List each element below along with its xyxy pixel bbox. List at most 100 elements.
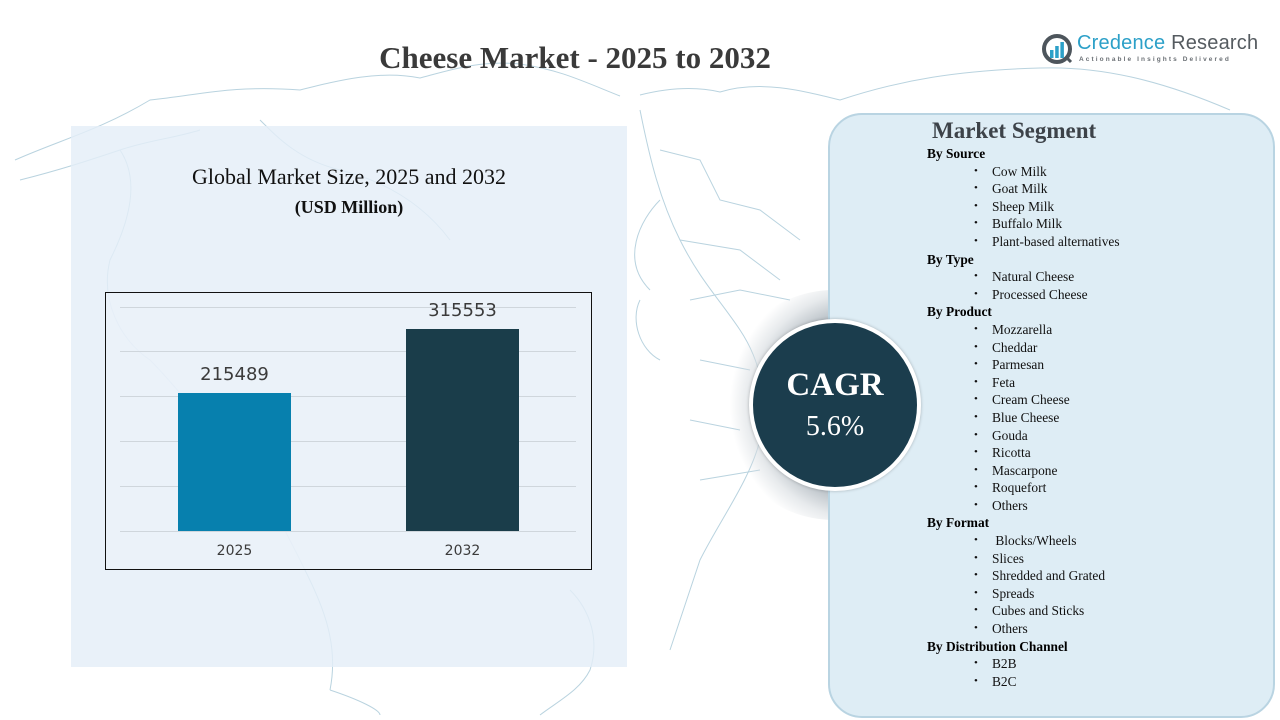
- segment-list-item: • Roquefort: [927, 479, 1120, 497]
- segment-item-label: Parmesan: [992, 357, 1045, 373]
- bullet-icon: •: [974, 569, 978, 582]
- market-segment-title: Market Segment: [932, 118, 1097, 143]
- segment-list-item: • Gouda: [927, 427, 1120, 445]
- segment-list-item: • Ricotta: [927, 444, 1120, 462]
- bullet-icon: •: [974, 551, 978, 564]
- bullet-icon: •: [974, 358, 978, 371]
- bullet-icon: •: [974, 217, 978, 230]
- segment-item-label: Cheddar: [992, 339, 1038, 355]
- segment-item-label: Others: [992, 621, 1028, 637]
- segment-list-item: • Goat Milk: [927, 180, 1120, 198]
- cagr-value: 5.6%: [805, 411, 865, 442]
- bullet-icon: •: [974, 410, 978, 423]
- gridline: [120, 396, 576, 397]
- segment-list-item: • Cream Cheese: [927, 391, 1120, 409]
- credence-research-logo: Credence Research Actionable Insights De…: [1041, 31, 1271, 71]
- page-title: Cheese Market - 2025 to 2032: [379, 40, 771, 75]
- segment-list-item: • Parmesan: [927, 356, 1120, 374]
- bullet-icon: •: [974, 604, 978, 617]
- bar-2032[interactable]: [406, 329, 519, 531]
- segment-item-label: Shredded and Grated: [992, 568, 1106, 584]
- bullet-icon: •: [974, 498, 978, 511]
- segment-item-label: Mascarpone: [992, 462, 1058, 478]
- segment-list-item: • Cheddar: [927, 339, 1120, 357]
- gridline: [120, 486, 576, 487]
- bar-chart: 215489 315553 2025 2032: [105, 292, 592, 570]
- segment-heading: By Type: [927, 251, 974, 267]
- segment-list-item: • Natural Cheese: [927, 268, 1120, 286]
- bullet-icon: •: [974, 586, 978, 599]
- segment-heading: By Source: [927, 146, 986, 161]
- segment-list-item: • Cubes and Sticks: [927, 602, 1120, 620]
- segment-item-label: Goat Milk: [992, 181, 1048, 197]
- cagr-badge: CAGR 5.6%: [749, 319, 921, 491]
- segment-list-item: • Plant-based alternatives: [927, 233, 1120, 251]
- segment-list-item: • Slices: [927, 550, 1120, 568]
- segment-item-label: Mozzarella: [992, 321, 1053, 337]
- segment-item-label: Ricotta: [992, 445, 1031, 461]
- segment-item-label: Cubes and Sticks: [992, 603, 1085, 619]
- bullet-icon: •: [974, 657, 978, 670]
- segment-list-item: • Sheep Milk: [927, 198, 1120, 216]
- bullet-icon: •: [974, 428, 978, 441]
- segment-heading: By Distribution Channel: [927, 638, 1068, 654]
- gridline: [120, 351, 576, 352]
- bullet-icon: •: [974, 340, 978, 353]
- segment-list-item: • Others: [927, 497, 1120, 515]
- segment-list-item: • Feta: [927, 374, 1120, 392]
- segment-item-label: Feta: [992, 374, 1016, 390]
- gridline: [120, 307, 576, 308]
- bar-value-label: 315553: [428, 300, 497, 321]
- segment-list-item: • Mozzarella: [927, 321, 1120, 339]
- segment-list-item: • Shredded and Grated: [927, 567, 1120, 585]
- segment-item-label: Blocks/Wheels: [992, 533, 1077, 549]
- gridline: [120, 441, 576, 442]
- logo-name: Credence Research: [1077, 32, 1258, 55]
- bar-chart-ring-icon: [1042, 34, 1073, 64]
- segment-list-item: • Others: [927, 620, 1120, 638]
- bullet-icon: •: [974, 287, 978, 300]
- segment-heading: By Format: [927, 515, 990, 531]
- bullet-icon: •: [974, 199, 978, 212]
- segment-list-item: • Blocks/Wheels: [927, 532, 1120, 550]
- segment-item-label: Cow Milk: [992, 163, 1047, 179]
- x-axis-tick-label: 2032: [444, 543, 481, 559]
- segment-item-label: Natural Cheese: [992, 269, 1075, 285]
- segment-list-item: • Mascarpone: [927, 462, 1120, 480]
- segment-list-item: • Cow Milk: [927, 163, 1120, 181]
- chart-subtitle: (USD Million): [294, 197, 404, 217]
- chart-title: Global Market Size, 2025 and 2032: [191, 164, 507, 189]
- segment-heading: By Product: [927, 304, 992, 320]
- bar-value-label: 215489: [200, 364, 269, 385]
- bullet-icon: •: [974, 234, 978, 247]
- bar-2025[interactable]: [178, 393, 291, 531]
- cagr-label: CAGR: [786, 367, 884, 403]
- segment-item-label: Cream Cheese: [992, 392, 1070, 408]
- segment-list-item: • Buffalo Milk: [927, 215, 1120, 233]
- bullet-icon: •: [974, 481, 978, 494]
- bullet-icon: •: [974, 534, 978, 547]
- segment-item-label: B2B: [992, 656, 1017, 672]
- segment-item-label: Buffalo Milk: [992, 216, 1063, 232]
- bullet-icon: •: [974, 446, 978, 459]
- segment-item-label: Plant-based alternatives: [992, 233, 1120, 249]
- segment-list-item: • Blue Cheese: [927, 409, 1120, 427]
- segment-list-item: • Processed Cheese: [927, 286, 1120, 304]
- segment-item-label: Others: [992, 497, 1028, 513]
- segment-item-label: Spreads: [992, 585, 1035, 601]
- logo-name-part2: Research: [1165, 32, 1259, 54]
- segment-list-item: • Spreads: [927, 585, 1120, 603]
- bullet-icon: •: [974, 622, 978, 635]
- bullet-icon: •: [974, 674, 978, 687]
- segment-item-label: Slices: [992, 550, 1024, 566]
- market-segment-list: By Source • Cow Milk • Goat Milk • Sheep Milk •…: [927, 145, 1120, 690]
- segment-list-item: • B2C: [927, 673, 1120, 691]
- bullet-icon: •: [974, 393, 978, 406]
- segment-item-label: Sheep Milk: [992, 198, 1055, 214]
- x-axis-tick-label: 2025: [216, 543, 253, 559]
- segment-item-label: Roquefort: [992, 480, 1047, 496]
- bullet-icon: •: [974, 182, 978, 195]
- segment-item-label: Gouda: [992, 427, 1028, 443]
- bullet-icon: •: [974, 270, 978, 283]
- segment-item-label: Blue Cheese: [992, 409, 1060, 425]
